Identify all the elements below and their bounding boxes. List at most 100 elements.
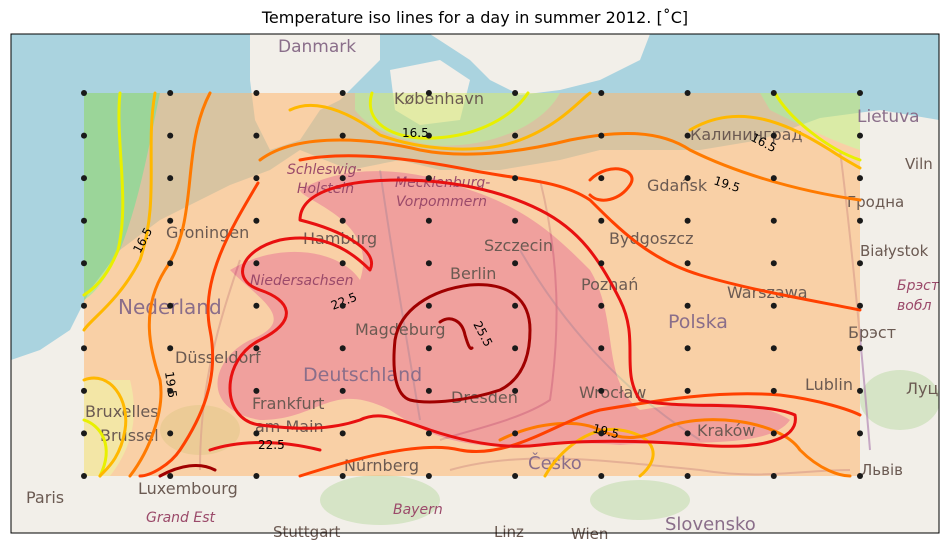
grid-point — [770, 387, 777, 394]
grid-point — [425, 260, 432, 267]
place-label: Frankfurt — [252, 394, 324, 413]
grid-point — [512, 132, 519, 139]
grid-point — [512, 345, 519, 352]
grid-point — [81, 132, 87, 139]
grid-point — [857, 90, 863, 96]
place-label: København — [394, 89, 484, 108]
grid-point — [167, 473, 174, 479]
isoline-25-5 — [438, 317, 474, 350]
place-label: Düsseldorf — [175, 348, 261, 367]
grid-point — [770, 302, 777, 309]
grid-point — [339, 345, 346, 352]
contour-label: 19.5 — [591, 421, 620, 441]
grid-point — [425, 387, 432, 394]
isoline-21 — [138, 181, 260, 478]
grid-point — [253, 387, 260, 394]
grid-point — [857, 175, 863, 182]
grid-point — [598, 430, 605, 437]
grid-point — [684, 217, 691, 224]
place-label: Луц — [906, 379, 939, 398]
isolines — [82, 91, 862, 478]
isoline-19-5 — [258, 131, 862, 202]
grid-point — [857, 345, 863, 352]
grid-point — [81, 217, 87, 224]
place-label: Калининград — [690, 125, 803, 144]
grid-point — [425, 345, 432, 352]
grid-point — [598, 90, 605, 96]
grid-point — [81, 387, 87, 394]
grid-point — [770, 90, 777, 96]
grid-point — [339, 175, 346, 182]
grid-point — [167, 217, 174, 224]
grid-point — [253, 260, 260, 267]
place-label: Nürnberg — [344, 456, 419, 475]
grid-point — [81, 260, 87, 267]
place-label: Białystok — [860, 242, 929, 260]
isoline-16-5 — [82, 418, 108, 478]
place-label: Брэст — [848, 323, 896, 342]
isoline-21 — [588, 167, 634, 202]
grid-point — [425, 473, 432, 479]
isoline-25-5 — [158, 463, 217, 478]
place-label: Dresden — [451, 388, 518, 407]
place-label: Bydgoszcz — [609, 229, 693, 248]
isoline-22-5 — [208, 441, 322, 452]
grid-point — [81, 430, 87, 437]
place-label: Брэст — [897, 278, 940, 294]
grid-point — [684, 132, 691, 139]
grid-point — [253, 302, 260, 309]
forest-patch — [320, 475, 440, 525]
isoline-21 — [298, 154, 862, 312]
grid-point — [770, 217, 777, 224]
place-label: Schleswig- — [287, 162, 362, 178]
grid-point — [81, 175, 87, 182]
grid-point — [857, 302, 863, 309]
grid-point — [167, 132, 174, 139]
grid-point — [253, 430, 260, 437]
place-label: Poznań — [581, 275, 638, 294]
grid-point — [253, 345, 260, 352]
place-label: Гродна — [847, 193, 904, 211]
map-frame — [10, 33, 940, 534]
isoline-16-5 — [773, 91, 862, 162]
forest-patch — [590, 480, 690, 520]
grid-point — [770, 175, 777, 182]
grid-point — [684, 90, 691, 96]
grid-point — [339, 430, 346, 437]
isoline-18 — [82, 91, 157, 332]
grid-point — [512, 217, 519, 224]
grid-point — [857, 217, 863, 224]
place-label: Niedersachsen — [250, 273, 353, 289]
isoline-21 — [298, 392, 862, 478]
grid-point — [425, 132, 432, 139]
contour-label: 16.5 — [402, 126, 429, 140]
place-label: Львів — [861, 461, 903, 479]
grid-point — [598, 302, 605, 309]
grid-point — [253, 132, 260, 139]
grid-point — [425, 217, 432, 224]
grid-point — [684, 260, 691, 267]
place-label: Polska — [668, 311, 728, 333]
isoline-16-5 — [368, 91, 530, 140]
grid-point — [598, 132, 605, 139]
grid-point — [512, 175, 519, 182]
grid-point — [339, 217, 346, 224]
place-label: Szczecin — [484, 236, 553, 255]
place-label: Gdańsk — [647, 176, 708, 195]
place-label: Viln — [905, 155, 933, 173]
contour-label: 22.5 — [258, 438, 285, 452]
isoline-25-5 — [392, 283, 532, 404]
grid-point — [857, 132, 863, 139]
contour-label: 19.5 — [162, 370, 180, 398]
grid-point — [598, 345, 605, 352]
isoline-19-5 — [498, 418, 852, 478]
grid-point — [425, 90, 432, 96]
place-label: Paris — [26, 488, 64, 507]
grid-point — [598, 175, 605, 182]
isoline-22-5 — [228, 178, 797, 448]
place-label: Kraków — [697, 421, 755, 440]
grid-point — [167, 260, 174, 267]
grid-point — [684, 387, 691, 394]
place-label: Vorpommern — [396, 194, 487, 210]
grid-point — [598, 260, 605, 267]
